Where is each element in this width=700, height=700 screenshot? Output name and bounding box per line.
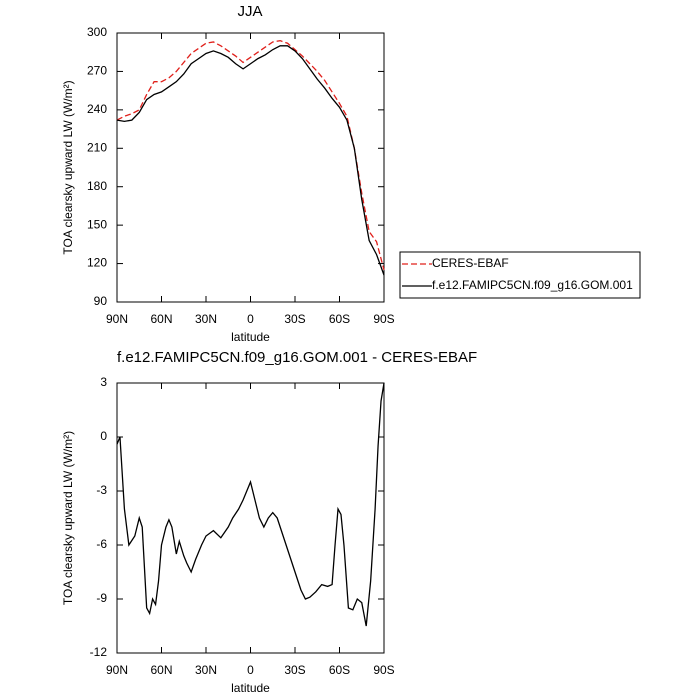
x-tick-label: 0 bbox=[247, 312, 254, 326]
y-tick-label: -12 bbox=[90, 645, 108, 659]
x-tick-label: 60N bbox=[150, 312, 172, 326]
y-tick-label: 210 bbox=[87, 140, 107, 154]
x-tick-label: 90S bbox=[373, 663, 394, 677]
data-line bbox=[116, 382, 385, 627]
x-tick-label: 60S bbox=[329, 663, 350, 677]
x-axis-label: latitude bbox=[231, 681, 270, 695]
y-tick-label: 300 bbox=[87, 25, 107, 39]
x-tick-label: 60S bbox=[329, 312, 350, 326]
y-tick-label: -3 bbox=[96, 483, 107, 497]
x-tick-label: 60N bbox=[150, 663, 172, 677]
x-tick-label: 90N bbox=[106, 663, 128, 677]
x-tick-label: 30N bbox=[195, 312, 217, 326]
y-tick-label: 180 bbox=[87, 179, 107, 193]
y-axis-label: TOA clearsky upward LW (W/m²) bbox=[61, 80, 75, 254]
x-tick-label: 90N bbox=[106, 312, 128, 326]
y-tick-label: 3 bbox=[100, 375, 107, 389]
y-tick-label: 150 bbox=[87, 217, 107, 231]
x-tick-label: 30S bbox=[284, 312, 305, 326]
y-tick-label: 240 bbox=[87, 102, 107, 116]
x-tick-label: 0 bbox=[247, 663, 254, 677]
chart-title: f.e12.FAMIPC5CN.f09_g16.GOM.001 - CERES-… bbox=[117, 349, 477, 366]
data-line bbox=[116, 45, 385, 276]
y-tick-label: -9 bbox=[96, 591, 107, 605]
plot-frame bbox=[116, 32, 385, 303]
legend-label: CERES-EBAF bbox=[432, 256, 509, 270]
legend-box bbox=[399, 251, 641, 299]
y-tick-label: 270 bbox=[87, 64, 107, 78]
x-tick-label: 90S bbox=[373, 312, 394, 326]
y-tick-label: 0 bbox=[100, 429, 107, 443]
y-tick-label: 90 bbox=[94, 294, 108, 308]
y-axis-label: TOA clearsky upward LW (W/m²) bbox=[61, 431, 75, 605]
chart-title: JJA bbox=[237, 3, 262, 20]
data-line bbox=[116, 40, 385, 271]
x-axis-label: latitude bbox=[231, 330, 270, 344]
y-tick-label: 120 bbox=[87, 256, 107, 270]
x-tick-label: 30N bbox=[195, 663, 217, 677]
plot-frame bbox=[116, 382, 385, 654]
y-tick-label: -6 bbox=[96, 537, 107, 551]
legend-label: f.e12.FAMIPC5CN.f09_g16.GOM.001 bbox=[432, 278, 633, 292]
x-tick-label: 30S bbox=[284, 663, 305, 677]
